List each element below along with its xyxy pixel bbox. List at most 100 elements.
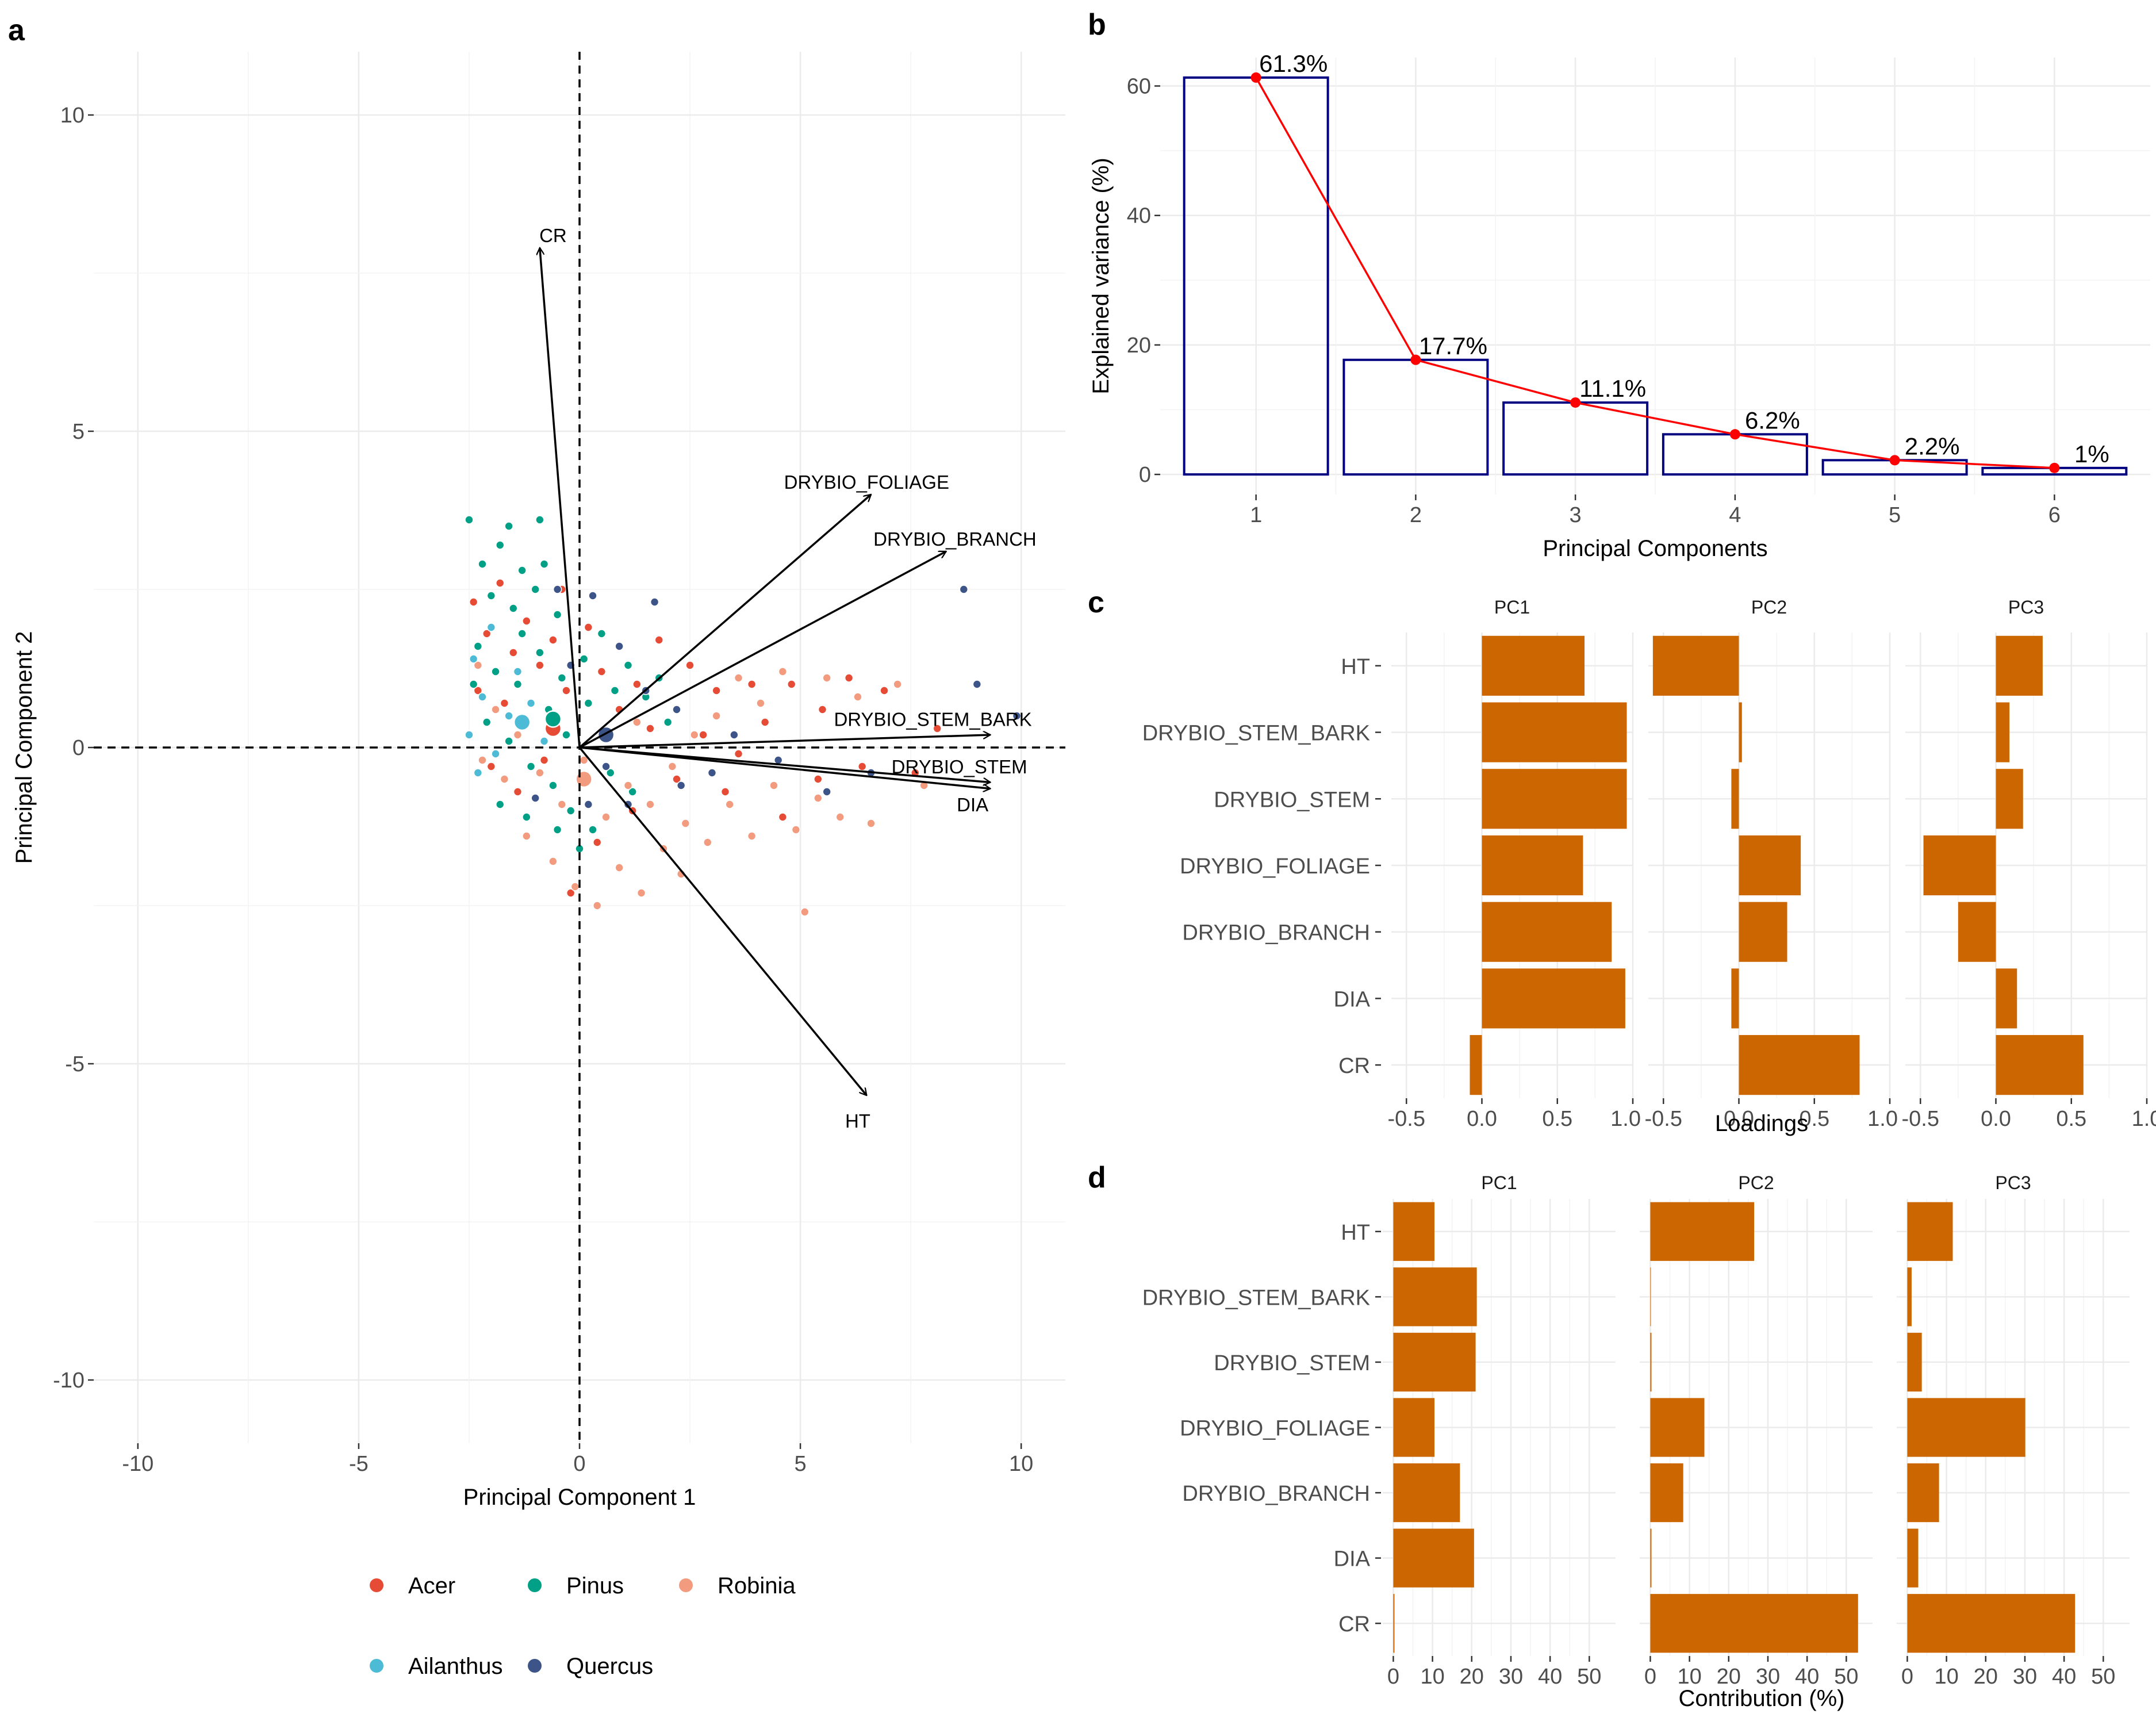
biplot-point — [672, 705, 681, 714]
biplot-point — [893, 680, 902, 689]
contribution-bar-drybio_branch — [1650, 1463, 1683, 1523]
loading-label-drybio_foliage: DRYBIO_FOLIAGE — [784, 471, 949, 493]
loading-arrow-dia — [579, 746, 990, 789]
contribution-x-tick-label: 10 — [1677, 1665, 1701, 1689]
biplot-point — [504, 737, 513, 746]
loadings-bar-drybio_foliage — [1923, 835, 1996, 896]
contribution-bar-cr — [1650, 1594, 1858, 1653]
contribution-x-tick-label: 40 — [1795, 1665, 1819, 1689]
biplot-point — [570, 882, 580, 891]
loadings-facet-title: PC2 — [1751, 597, 1787, 618]
biplot-point — [513, 787, 523, 796]
biplot-point — [500, 775, 509, 784]
biplot-point — [557, 800, 567, 809]
biplot-point — [623, 781, 633, 790]
biplot-point — [478, 559, 487, 569]
loading-arrow-drybio_foliage — [578, 494, 871, 749]
biplot-point — [508, 604, 518, 613]
biplot-point — [465, 730, 474, 739]
biplot-centroid — [575, 770, 593, 788]
biplot-point — [539, 737, 549, 746]
biplot-point — [482, 718, 492, 727]
panel-letter-a: a — [8, 14, 25, 47]
loadings-bar-ht — [1652, 635, 1739, 696]
biplot-point — [972, 680, 982, 689]
contribution-x-tick-label: 0 — [1901, 1665, 1913, 1689]
biplot-point — [535, 768, 544, 777]
contribution-bar-cr — [1393, 1594, 1395, 1653]
biplot-point — [814, 775, 823, 784]
biplot-point — [778, 812, 788, 822]
contribution-panel: HT DRYBIO_STEM_BARK DRYBIO_STEM DRYBIO_FOLI… — [1142, 1172, 2130, 1711]
loading-arrow-ht — [578, 746, 866, 1095]
scree-point-pc4 — [1729, 429, 1740, 440]
loadings-x-tick-label: 1.0 — [2132, 1107, 2156, 1131]
biplot-point — [646, 724, 655, 733]
biplot-point — [592, 838, 602, 847]
loadings-panel: HT DRYBIO_STEM_BARK DRYBIO_STEM DRYBIO_FOLI… — [1142, 597, 2156, 1136]
biplot-point — [486, 623, 496, 632]
biplot-point — [615, 863, 624, 872]
biplot-point — [508, 648, 518, 657]
biplot-point — [539, 559, 549, 569]
biplot-point — [844, 673, 854, 683]
scree-x-tick-label: 4 — [1729, 503, 1741, 527]
biplot-point — [517, 566, 527, 575]
legend-item-quercus: Quercus — [528, 1654, 653, 1679]
contribution-bar-drybio_branch — [1393, 1463, 1460, 1523]
biplot-point — [548, 781, 558, 790]
loadings-x-tick-label: -0.5 — [1388, 1107, 1425, 1131]
loadings-bar-cr — [1739, 1035, 1860, 1095]
scree-y-tick-label: 20 — [1127, 334, 1151, 358]
contribution-x-tick-label: 30 — [1756, 1665, 1780, 1689]
biplot-point — [597, 667, 607, 676]
biplot-point — [566, 888, 576, 898]
biplot-point — [522, 831, 531, 841]
contribution-bar-ht — [1393, 1202, 1434, 1261]
contribution-bar-drybio_foliage — [1650, 1398, 1705, 1457]
biplot-point — [773, 756, 783, 765]
biplot-point — [504, 711, 513, 720]
panel-letter-d: d — [1088, 1161, 1106, 1194]
biplot-point — [491, 667, 500, 676]
biplot-point — [866, 819, 876, 828]
biplot-point — [760, 718, 770, 727]
biplot-points — [465, 515, 1022, 917]
loadings-category-label: DRYBIO_BRANCH — [1182, 921, 1370, 945]
biplot-point — [610, 686, 620, 695]
legend-item-pinus: Pinus — [528, 1573, 624, 1598]
biplot-panel: -10 -5 0 5 10 -10 -5 0 5 10 CR DRYBIO_FOLIAGE DRYBIO… — [11, 52, 1065, 1679]
loadings-x-tick-label: -0.5 — [1645, 1107, 1682, 1131]
biplot-point — [800, 907, 810, 917]
loadings-x-tick-label: -0.5 — [1902, 1107, 1939, 1131]
biplot-point — [526, 699, 536, 708]
biplot-point — [663, 718, 673, 727]
legend-swatch — [679, 1578, 693, 1592]
biplot-x-tick-label: -10 — [122, 1452, 154, 1476]
scree-point-pc6 — [2049, 462, 2060, 473]
legend-item-ailanthus: Ailanthus — [370, 1654, 503, 1679]
contribution-x-axis-title: Contribution (%) — [1678, 1686, 1844, 1711]
biplot-point — [720, 787, 730, 796]
biplot-point — [584, 623, 593, 632]
loadings-bar-drybio_stem — [1996, 769, 2023, 829]
loadings-bar-drybio_branch — [1482, 902, 1612, 962]
contribution-facet-pc2: PC2 0 10 20 30 40 50 — [1640, 1172, 1873, 1689]
biplot-point — [667, 762, 677, 771]
biplot-x-tick-label: 5 — [795, 1452, 807, 1476]
legend-label: Ailanthus — [408, 1654, 503, 1679]
loadings-bar-drybio_foliage — [1482, 835, 1583, 896]
loadings-category-label: DRYBIO_STEM_BARK — [1142, 722, 1370, 746]
loadings-bar-ht — [1996, 635, 2043, 696]
biplot-point — [769, 781, 778, 790]
loadings-bar-drybio_branch — [1958, 902, 1996, 962]
scree-y-tick-label: 40 — [1127, 204, 1151, 228]
contribution-x-tick-label: 40 — [1538, 1665, 1562, 1689]
scree-x-axis-title: Principal Components — [1543, 536, 1767, 561]
contribution-x-tick-label: 0 — [1387, 1665, 1399, 1689]
contribution-category-label: DRYBIO_STEM — [1214, 1351, 1370, 1375]
loadings-facet-pc1: PC1 -0.5 0.0 0.5 1.0 — [1388, 597, 1641, 1131]
legend-item-acer: Acer — [370, 1573, 455, 1598]
loadings-facet-title: PC3 — [2008, 597, 2044, 618]
biplot-point — [628, 787, 637, 796]
